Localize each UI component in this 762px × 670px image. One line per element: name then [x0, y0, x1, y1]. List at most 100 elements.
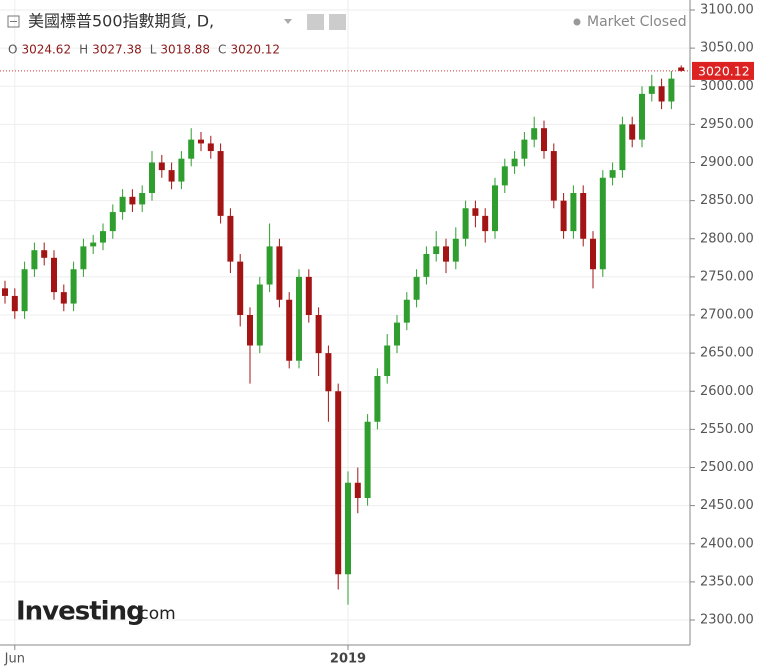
candle-body: [139, 193, 146, 205]
candle-body: [619, 124, 626, 171]
candle-body: [158, 162, 165, 171]
candle-body: [403, 299, 410, 323]
candle-body: [384, 345, 391, 376]
candle-body: [658, 86, 665, 102]
collapse-icon[interactable]: [7, 15, 20, 28]
y-tick-label: 3100.00: [700, 3, 754, 18]
x-tick-label: Jun: [4, 652, 25, 667]
chart-title: 美國標普500指數期貨, D,: [28, 12, 214, 31]
candle-body: [394, 322, 400, 346]
y-tick-label: 2550.00: [700, 422, 754, 437]
candle-body: [345, 482, 351, 575]
candle-body: [90, 242, 97, 247]
ohlc-value: 3027.38: [92, 43, 142, 57]
candle-body: [109, 212, 116, 232]
candle-body: [521, 139, 528, 159]
candle-body: [256, 284, 263, 346]
candle-body: [639, 93, 645, 140]
candle-body: [433, 246, 440, 254]
candle-body: [325, 353, 332, 392]
x-tick-label: 2019: [330, 652, 366, 667]
candle-body: [2, 288, 8, 296]
candle-body: [472, 208, 479, 216]
candle-body: [492, 185, 498, 232]
ohlc-key: O: [8, 43, 17, 57]
candle-body: [129, 196, 136, 205]
candle-body: [296, 276, 302, 361]
y-tick-label: 2600.00: [700, 384, 754, 399]
candle-body: [119, 196, 126, 213]
candle-body: [41, 250, 48, 258]
candle-body: [462, 208, 469, 239]
candle-body: [541, 128, 547, 152]
candle-body: [80, 246, 87, 270]
y-tick-label: 2800.00: [700, 231, 754, 246]
candle-body: [550, 151, 557, 201]
y-tick-label: 3000.00: [700, 79, 754, 94]
ohlc-key: L: [150, 43, 157, 57]
candle-body: [247, 315, 253, 346]
settings-icon[interactable]: [329, 14, 346, 30]
candle-body: [207, 143, 214, 152]
candle-body: [70, 269, 77, 304]
candle-body: [100, 231, 106, 243]
dropdown-icon[interactable]: [284, 19, 292, 24]
plot: [0, 0, 690, 645]
candle-body: [227, 215, 234, 262]
candle-body: [178, 158, 185, 182]
candle-body: [452, 238, 459, 262]
candle-body: [335, 391, 342, 575]
candle-body: [629, 124, 636, 140]
y-tick-label: 2950.00: [700, 117, 754, 132]
y-tick-label: 2500.00: [700, 460, 754, 475]
candle-body: [374, 376, 381, 422]
candle-body: [315, 315, 322, 354]
candle-body: [188, 139, 195, 159]
candle-body: [198, 139, 204, 144]
y-tick-label: 2350.00: [700, 574, 754, 589]
market-status: Market Closed: [587, 14, 687, 30]
candle-body: [599, 177, 606, 270]
ohlc-value: 3020.12: [230, 43, 280, 57]
candle-body: [678, 67, 685, 71]
y-tick-label: 2850.00: [700, 193, 754, 208]
price-label: 3020.12: [698, 63, 750, 78]
ohlc-key: C: [218, 43, 226, 57]
y-tick-label: 3050.00: [700, 41, 754, 56]
y-tick-label: 2400.00: [700, 536, 754, 551]
ohlc-value: 3018.88: [160, 43, 210, 57]
candle-body: [590, 238, 596, 270]
y-tick-label: 2750.00: [700, 269, 754, 284]
candle-body: [413, 276, 420, 300]
candle-body: [580, 193, 587, 239]
candle-body: [11, 295, 18, 312]
candle-body: [51, 257, 57, 293]
candle-body: [364, 421, 371, 498]
brand-suffix: .com: [134, 604, 176, 624]
y-tick-label: 2700.00: [700, 308, 754, 323]
candle-body: [31, 250, 38, 270]
candle-body: [423, 254, 430, 277]
ohlc-value: 3024.62: [21, 43, 71, 57]
candle-body: [482, 215, 489, 232]
candle-body: [501, 166, 508, 186]
candle-body: [266, 246, 273, 285]
candle-body: [531, 128, 538, 140]
candle-body: [276, 246, 283, 300]
candle-body: [149, 162, 155, 193]
y-tick-label: 2450.00: [700, 498, 754, 513]
candle-body: [560, 200, 567, 232]
candle-body: [168, 170, 175, 182]
eye-icon[interactable]: [307, 14, 324, 30]
status-dot: [573, 18, 581, 26]
candle-body: [609, 170, 616, 178]
y-tick-label: 2900.00: [700, 155, 754, 170]
candle-body: [511, 158, 518, 167]
ohlc-key: H: [79, 43, 88, 57]
candle-body: [668, 78, 675, 102]
candle-body: [443, 246, 449, 262]
candle-body: [286, 299, 293, 361]
candle-body: [217, 151, 224, 216]
